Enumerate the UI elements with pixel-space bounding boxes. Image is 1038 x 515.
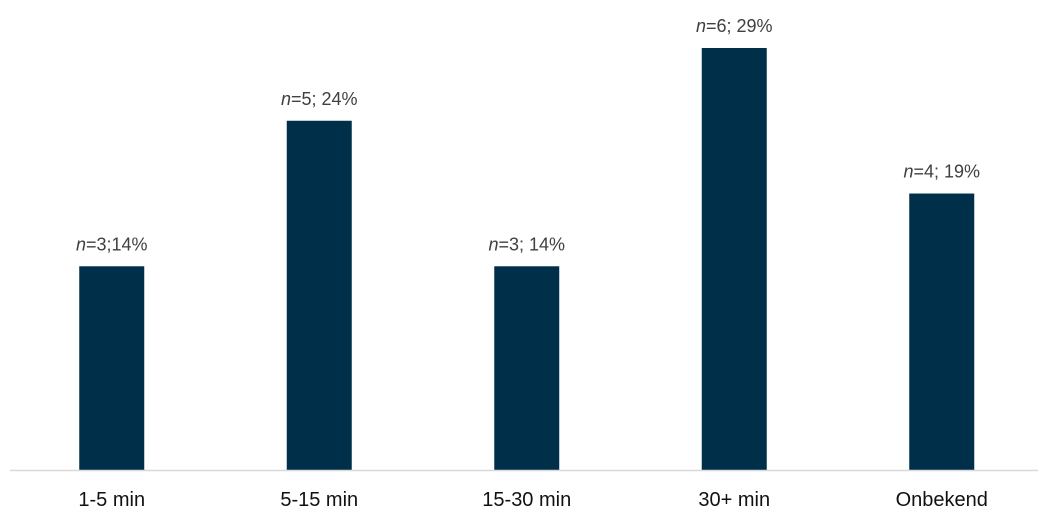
data-label-value: =3;14% (86, 234, 148, 254)
data-label-value: =3; 14% (498, 234, 565, 254)
data-label-3: n=6; 29% (696, 16, 773, 36)
category-label-1: 5-15 min (280, 489, 358, 511)
category-label-2: 15-30 min (482, 489, 571, 511)
bar-2 (494, 266, 560, 470)
data-label-prefix: n (488, 234, 498, 254)
data-label-prefix: n (76, 234, 86, 254)
data-label-0: n=3;14% (76, 234, 148, 254)
category-label-0: 1-5 min (78, 489, 145, 511)
bar-1 (286, 120, 352, 471)
data-label-prefix: n (696, 16, 706, 36)
bar-0 (79, 266, 145, 470)
data-label-value: =6; 29% (706, 16, 773, 36)
data-label-prefix: n (903, 162, 913, 182)
bar-4 (909, 193, 975, 470)
data-labels-group: n=3;14%n=5; 24%n=3; 14%n=6; 29%n=4; 19% (76, 16, 980, 254)
data-label-value: =4; 19% (913, 162, 980, 182)
category-labels-group: 1-5 min 5-15 min 15-30 min 30+ min Onbekend (78, 489, 988, 511)
data-label-4: n=4; 19% (903, 162, 980, 182)
data-label-prefix: n (281, 89, 291, 109)
bar-3 (701, 48, 767, 470)
data-label-value: =5; 24% (291, 89, 358, 109)
bars-group (79, 48, 975, 471)
data-label-1: n=5; 24% (281, 89, 358, 109)
category-label-4: Onbekend (896, 489, 988, 511)
data-label-2: n=3; 14% (488, 234, 565, 254)
category-label-3: 30+ min (698, 489, 770, 511)
